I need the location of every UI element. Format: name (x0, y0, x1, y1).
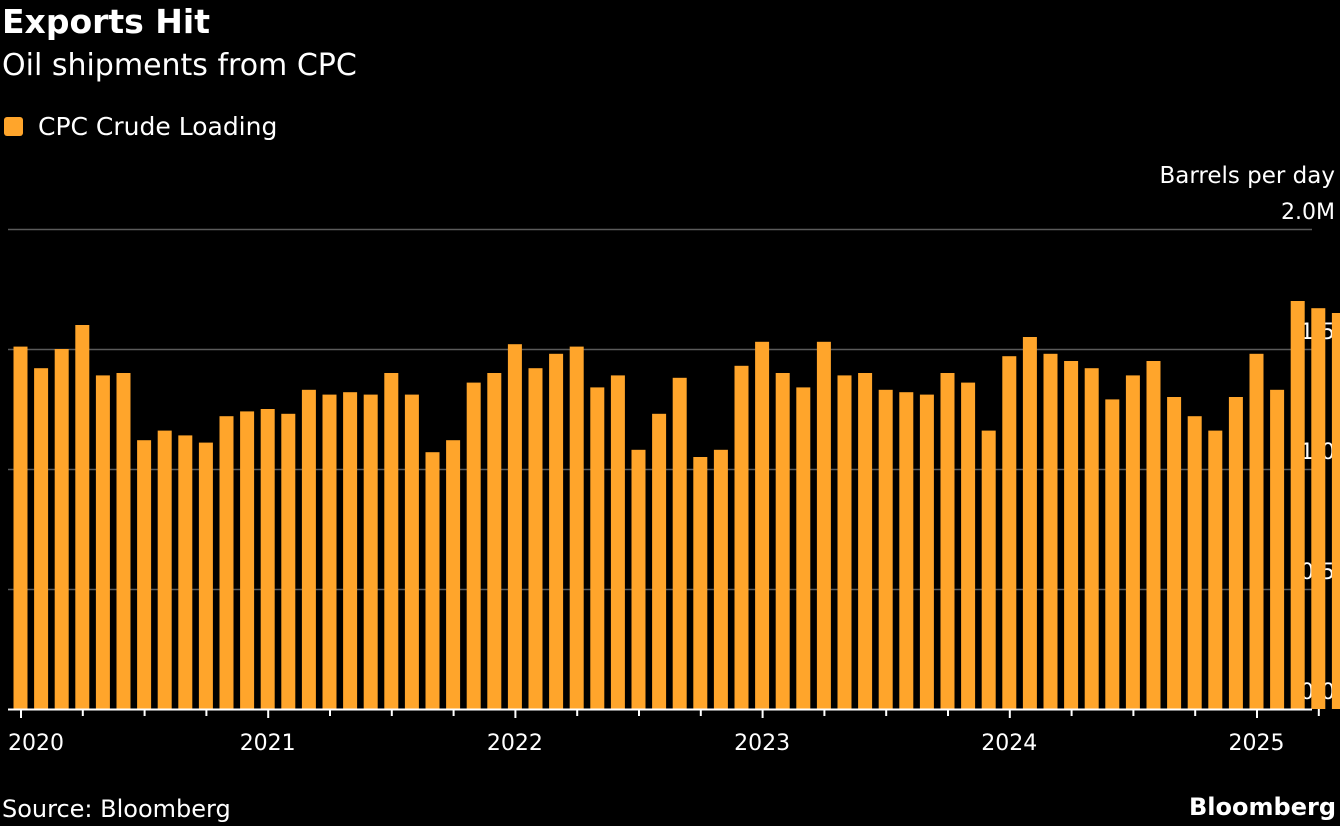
x-tick-label: 2021 (240, 731, 296, 756)
bar (1290, 301, 1305, 709)
bar (219, 416, 234, 709)
bar (755, 341, 770, 709)
chart-title: Exports Hit (2, 2, 211, 41)
bar (34, 368, 49, 709)
bar (899, 392, 914, 709)
bar (363, 394, 378, 709)
bar (1187, 416, 1202, 709)
bar (301, 389, 316, 709)
bar (1022, 337, 1037, 709)
bar (1146, 361, 1161, 709)
bar (260, 409, 275, 709)
bar (157, 430, 172, 709)
bar (796, 387, 811, 709)
bar (54, 349, 69, 709)
bloomberg-logo: Bloomberg (1189, 793, 1336, 821)
bar (961, 382, 976, 709)
bar (1125, 375, 1140, 709)
bar (713, 449, 728, 709)
bar (446, 440, 461, 709)
bar (631, 449, 646, 709)
bar (1167, 397, 1182, 709)
bar (528, 368, 543, 709)
bar (590, 387, 605, 709)
bar (816, 341, 831, 709)
bar (1249, 353, 1264, 709)
bar (1084, 368, 1099, 709)
legend-swatch (4, 116, 23, 136)
x-tick-label: 2020 (8, 731, 64, 756)
bar (1043, 353, 1058, 709)
bar (487, 373, 502, 709)
bar (95, 375, 110, 709)
bar (549, 353, 564, 709)
bar (425, 452, 440, 709)
bar (281, 413, 296, 709)
bar (1064, 361, 1079, 709)
bar (466, 382, 481, 709)
y-axis-label: Barrels per day (1159, 163, 1335, 189)
bar (198, 442, 213, 709)
bar (610, 375, 625, 709)
bar (878, 389, 893, 709)
bar (507, 344, 522, 709)
bar (322, 394, 337, 709)
x-tick-label: 2024 (981, 731, 1037, 756)
x-tick-label: 2023 (734, 731, 790, 756)
bar (1208, 430, 1223, 709)
bar (75, 325, 90, 709)
bar (343, 392, 358, 709)
x-tick-label: 2022 (487, 731, 543, 756)
bar (240, 411, 255, 709)
legend: CPC Crude Loading (4, 110, 277, 142)
bar (837, 375, 852, 709)
bar (858, 373, 873, 709)
bar (384, 373, 399, 709)
bar (652, 413, 667, 709)
bar (693, 457, 708, 709)
bar (734, 365, 749, 709)
bar (137, 440, 152, 709)
bar (1105, 399, 1120, 709)
bar (13, 346, 28, 709)
x-tick-label: 2025 (1229, 731, 1285, 756)
bar (672, 377, 687, 709)
source-note: Source: Bloomberg (2, 795, 231, 823)
bar (919, 394, 934, 709)
bar (569, 346, 584, 709)
y-tick-label: 2.0M (1281, 200, 1335, 225)
bar (116, 373, 131, 709)
bar (1311, 308, 1326, 709)
bar (1228, 397, 1243, 709)
bar (981, 430, 996, 709)
chart-subtitle: Oil shipments from CPC (2, 48, 357, 83)
bar (775, 373, 790, 709)
legend-label: CPC Crude Loading (38, 111, 278, 141)
bar (1331, 313, 1340, 709)
bar (404, 394, 419, 709)
bar (940, 373, 955, 709)
bar (178, 435, 193, 709)
bar (1270, 389, 1285, 709)
bar (1002, 356, 1017, 709)
